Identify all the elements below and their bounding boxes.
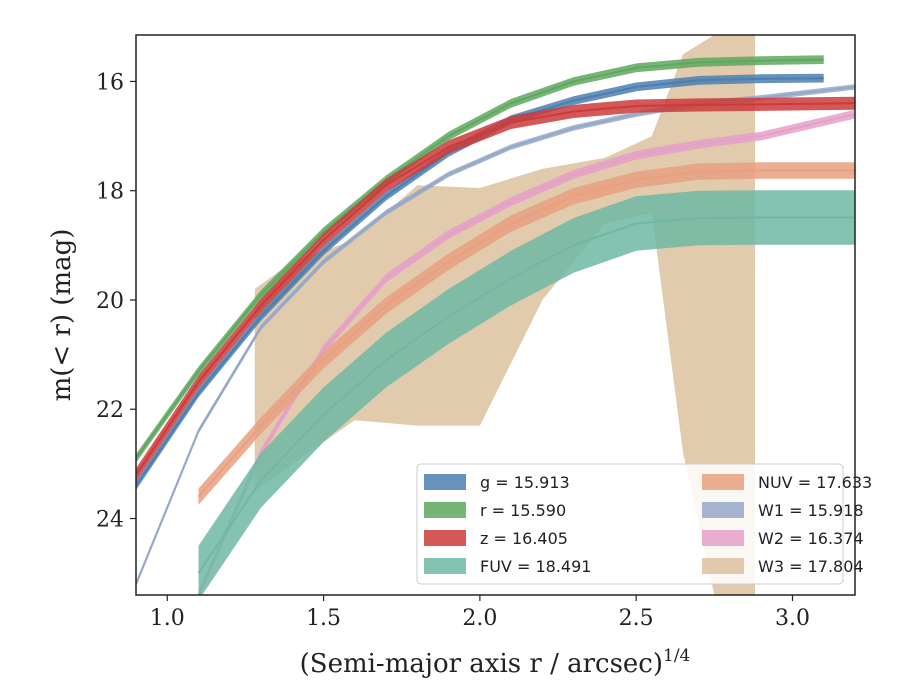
y-tick-label: 22 (96, 398, 124, 423)
series-nuv-line (197, 169, 855, 498)
plot-frame (135, 34, 856, 596)
legend-label-w3: W3 = 17.804 (758, 557, 864, 576)
y-axis-label: m(< r) (mag) (47, 229, 77, 402)
y-axis: 16 18 20 22 24 (96, 70, 136, 533)
series-fuv-line (197, 216, 855, 574)
y-tick-label: 20 (96, 289, 124, 314)
x-axis: 1.0 1.5 2.0 2.5 3.0 (150, 595, 810, 631)
legend-swatch-nuv (702, 474, 744, 490)
legend-box (416, 463, 844, 585)
y-tick-label: 24 (96, 508, 124, 533)
x-tick-label: 2.5 (619, 606, 654, 631)
legend-label-r: r = 15.590 (480, 501, 566, 520)
series-fuv-band (198, 190, 855, 595)
legend-label-w1: W1 = 15.918 (758, 501, 864, 520)
y-tick-label: 18 (96, 180, 124, 205)
legend: g = 15.913 NUV = 17.633 r = 15.590 W1 = 15.… (416, 463, 872, 585)
legend-swatch-w3 (702, 558, 744, 574)
legend-label-g: g = 15.913 (480, 473, 570, 492)
legend-label-nuv: NUV = 17.633 (758, 473, 872, 492)
series-r-line (136, 58, 824, 459)
series-z-band (136, 96, 855, 482)
y-tick-label: 16 (96, 70, 124, 95)
x-tick-label: 2.0 (462, 606, 497, 631)
x-tick-label: 1.0 (150, 606, 185, 631)
legend-label-z: z = 16.405 (480, 529, 568, 548)
legend-swatch-w2 (702, 530, 744, 546)
x-tick-label: 1.5 (306, 606, 341, 631)
series-z-line (136, 102, 855, 476)
legend-swatch-r (424, 502, 466, 518)
legend-swatch-g (424, 474, 466, 490)
legend-label-w2: W2 = 16.374 (758, 529, 864, 548)
legend-swatch-w1 (702, 502, 744, 518)
plot-area (136, 35, 855, 595)
x-axis-label: (Semi-major axis r / arcsec)1/4 (300, 646, 691, 679)
legend-swatch-z (424, 530, 466, 546)
legend-label-fuv: FUV = 18.491 (480, 557, 591, 576)
legend-swatch-fuv (424, 558, 466, 574)
x-tick-label: 3.0 (775, 606, 810, 631)
